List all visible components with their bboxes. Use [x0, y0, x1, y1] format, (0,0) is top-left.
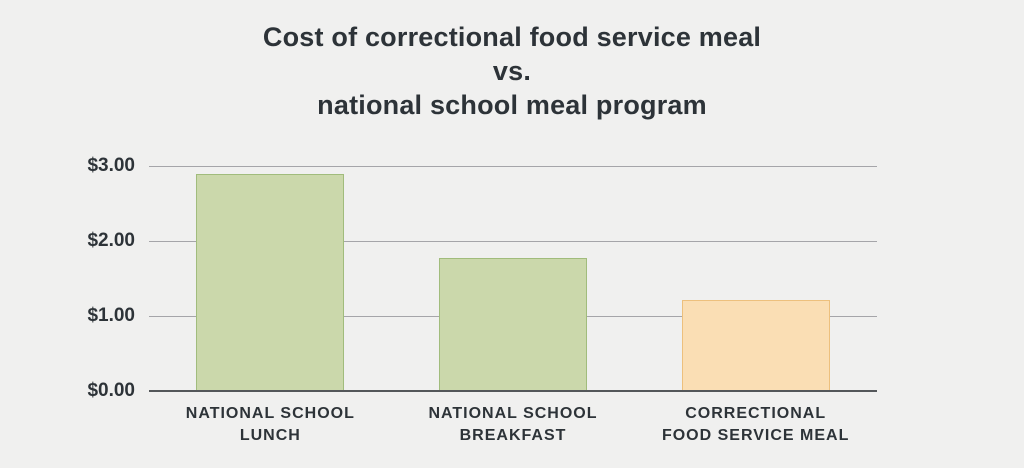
gridline-2 — [149, 241, 877, 242]
x-tick-label-line: FOOD SERVICE MEAL — [661, 427, 850, 444]
y-tick-label-0: $0.00 — [87, 380, 135, 401]
y-tick-label-1: $1.00 — [87, 305, 135, 326]
bar-correctional-food-service-meal — [681, 299, 830, 391]
bar-national-school-lunch — [196, 173, 345, 391]
x-tick-label-line: BREAKFAST — [459, 427, 567, 444]
x-tick-label-line: NATIONAL SCHOOL — [428, 405, 598, 422]
bar-national-school-breakfast — [439, 258, 587, 391]
x-tick-label-correctional-food-service-meal: CORRECTIONAL FOOD SERVICE MEAL — [626, 403, 886, 447]
chart-title-line-2: vs. — [492, 56, 532, 86]
chart-title-line-3: national school meal program — [317, 90, 707, 120]
x-tick-label-line: LUNCH — [239, 427, 301, 444]
chart-title: Cost of correctional food service meal v… — [0, 20, 1024, 122]
x-axis-line — [149, 390, 877, 392]
x-tick-label-line: CORRECTIONAL — [685, 405, 827, 422]
plot-area — [149, 166, 877, 392]
x-tick-label-national-school-breakfast: NATIONAL SCHOOL BREAKFAST — [383, 403, 643, 447]
x-tick-label-line: NATIONAL SCHOOL — [185, 405, 355, 422]
y-tick-label-2: $2.00 — [87, 230, 135, 251]
chart-title-line-1: Cost of correctional food service meal — [262, 22, 762, 52]
y-tick-label-3: $3.00 — [87, 155, 135, 176]
gridline-3 — [149, 166, 877, 167]
x-tick-label-national-school-lunch: NATIONAL SCHOOL LUNCH — [140, 403, 400, 447]
